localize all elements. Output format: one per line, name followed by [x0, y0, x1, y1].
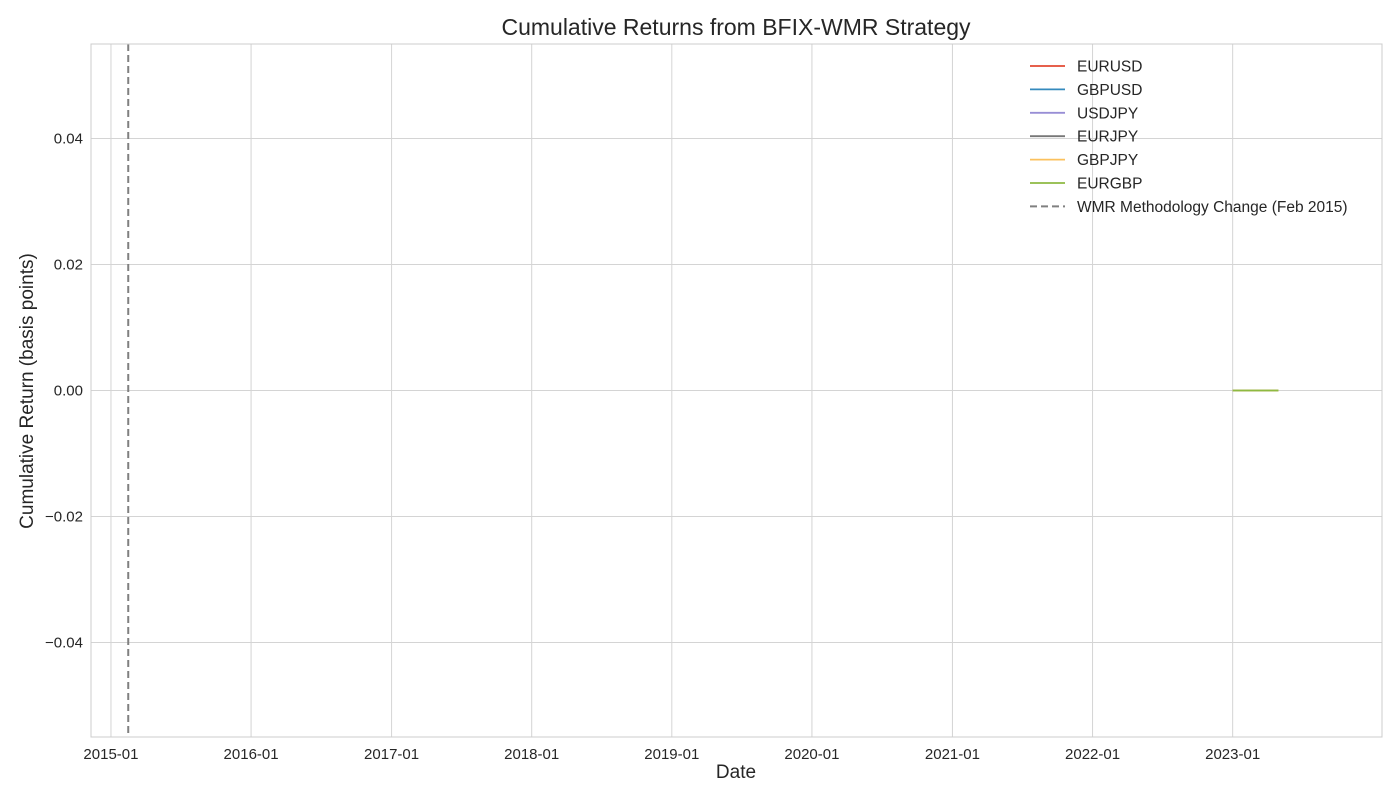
x-axis-ticks: 2015-01 2016-01 2017-01 2018-01 2019-01 2020-… — [83, 746, 1260, 763]
legend-label: WMR Methodology Change (Feb 2015) — [1077, 199, 1348, 216]
y-axis-label: Cumulative Return (basis points) — [17, 253, 38, 529]
x-tick-label: 2017-01 — [364, 746, 419, 763]
legend-entry-eurusd: EURUSD — [1030, 59, 1142, 76]
y-tick-label: 0.04 — [54, 131, 83, 148]
x-tick-label: 2015-01 — [83, 746, 138, 763]
legend-label: EURUSD — [1077, 59, 1142, 76]
x-tick-label: 2021-01 — [925, 746, 980, 763]
legend-entry-methodology-change: WMR Methodology Change (Feb 2015) — [1030, 199, 1348, 216]
y-axis-ticks: 0.04 0.02 0.00 −0.02 −0.04 — [45, 131, 83, 652]
x-axis-label: Date — [716, 762, 756, 783]
legend: EURUSD GBPUSD USDJPY EURJPY GBPJPY EURGBP WMR … — [1030, 59, 1348, 216]
legend-entry-gbpusd: GBPUSD — [1030, 82, 1142, 99]
legend-label: USDJPY — [1077, 105, 1138, 122]
legend-entry-usdjpy: USDJPY — [1030, 105, 1138, 122]
legend-label: EURGBP — [1077, 176, 1142, 193]
y-tick-label: 0.00 — [54, 383, 83, 400]
grid-lines — [91, 44, 1382, 737]
y-tick-label: −0.02 — [45, 509, 83, 526]
legend-entry-eurjpy: EURJPY — [1030, 129, 1138, 146]
y-tick-label: 0.02 — [54, 257, 83, 274]
legend-label: EURJPY — [1077, 129, 1138, 146]
legend-entry-gbpjpy: GBPJPY — [1030, 152, 1138, 169]
x-tick-label: 2020-01 — [784, 746, 839, 763]
x-tick-label: 2018-01 — [504, 746, 559, 763]
y-tick-label: −0.04 — [45, 635, 83, 652]
legend-entry-eurgbp: EURGBP — [1030, 176, 1142, 193]
legend-label: GBPUSD — [1077, 82, 1142, 99]
plot-area-frame — [90, 43, 1383, 738]
x-tick-label: 2016-01 — [224, 746, 279, 763]
chart-title: Cumulative Returns from BFIX-WMR Strateg… — [501, 14, 971, 40]
legend-label: GBPJPY — [1077, 152, 1138, 169]
x-tick-label: 2019-01 — [644, 746, 699, 763]
x-tick-label: 2023-01 — [1205, 746, 1260, 763]
x-tick-label: 2022-01 — [1065, 746, 1120, 763]
